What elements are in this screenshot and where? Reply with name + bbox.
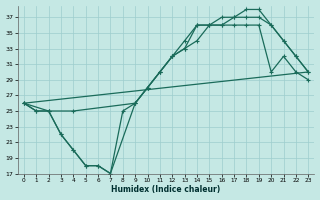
X-axis label: Humidex (Indice chaleur): Humidex (Indice chaleur) bbox=[111, 185, 221, 194]
